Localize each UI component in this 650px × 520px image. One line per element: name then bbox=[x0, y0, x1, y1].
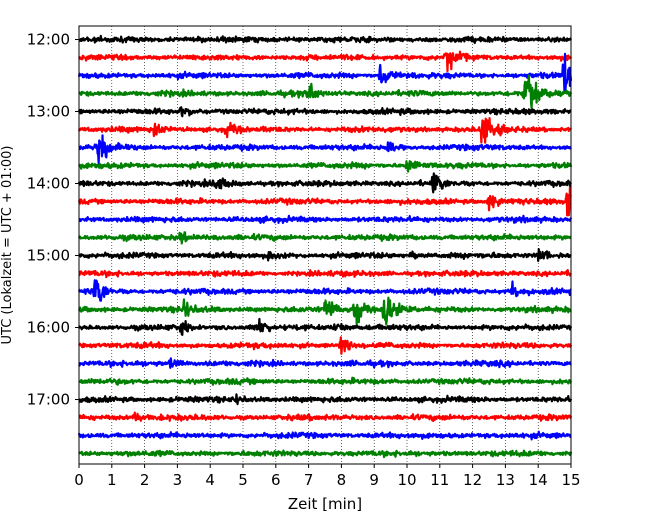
y-tick-label: 17:00 bbox=[27, 391, 70, 409]
trace-1615 bbox=[78, 336, 573, 355]
trace-1200 bbox=[78, 34, 572, 45]
x-axis-ticks: 0 1 2 3 4 5 6 7 8 9 10 11 12 13 14 15 bbox=[74, 464, 581, 489]
y-tick-label: 16:00 bbox=[27, 319, 70, 337]
trace-1230 bbox=[77, 52, 573, 93]
trace-1500 bbox=[78, 248, 572, 263]
trace-1630 bbox=[78, 357, 572, 369]
trace-1600 bbox=[77, 317, 573, 336]
trace-1700 bbox=[77, 393, 573, 406]
trace-1745 bbox=[78, 449, 573, 459]
x-tick-label: 1 bbox=[107, 471, 117, 489]
trace-1400 bbox=[77, 172, 572, 194]
x-axis-label: Zeit [min] bbox=[288, 495, 362, 513]
x-tick-label: 0 bbox=[74, 471, 84, 489]
y-axis-ticks: 12:00 13:00 14:00 15:00 16:00 17:00 bbox=[27, 31, 79, 409]
x-tick-label: 15 bbox=[561, 471, 580, 489]
x-tick-label: 10 bbox=[397, 471, 416, 489]
trace-1315 bbox=[77, 116, 572, 144]
seismogram-traces bbox=[77, 34, 573, 459]
x-tick-label: 14 bbox=[529, 471, 548, 489]
trace-1515 bbox=[78, 269, 572, 279]
trace-1645 bbox=[78, 376, 573, 386]
trace-1530 bbox=[77, 279, 572, 302]
x-tick-label: 3 bbox=[173, 471, 183, 489]
grid-lines bbox=[111, 26, 539, 464]
y-tick-label: 13:00 bbox=[27, 103, 70, 121]
trace-1215 bbox=[78, 50, 573, 73]
y-tick-label: 12:00 bbox=[27, 31, 70, 49]
trace-1715 bbox=[78, 411, 573, 423]
x-tick-label: 6 bbox=[271, 471, 281, 489]
trace-1245 bbox=[78, 74, 573, 110]
y-axis-label: UTC (Lokalzeit = UTC + 01:00) bbox=[0, 146, 15, 345]
y-tick-label: 15:00 bbox=[27, 247, 70, 265]
y-tick-label: 14:00 bbox=[27, 175, 70, 193]
trace-1415 bbox=[77, 186, 572, 217]
x-tick-label: 11 bbox=[430, 471, 449, 489]
x-tick-label: 12 bbox=[463, 471, 482, 489]
trace-1300 bbox=[77, 106, 572, 118]
trace-1545 bbox=[77, 296, 572, 326]
x-tick-label: 9 bbox=[369, 471, 379, 489]
trace-1430 bbox=[78, 214, 573, 225]
x-tick-label: 2 bbox=[140, 471, 150, 489]
trace-1730 bbox=[77, 430, 572, 441]
trace-1445 bbox=[77, 231, 572, 245]
x-tick-label: 8 bbox=[337, 471, 347, 489]
trace-1345 bbox=[78, 160, 573, 173]
x-tick-label: 5 bbox=[238, 471, 248, 489]
plot-frame bbox=[78, 25, 572, 465]
x-tick-label: 7 bbox=[304, 471, 314, 489]
x-tick-label: 13 bbox=[496, 471, 515, 489]
x-tick-label: 4 bbox=[205, 471, 215, 489]
trace-1330 bbox=[78, 134, 572, 165]
